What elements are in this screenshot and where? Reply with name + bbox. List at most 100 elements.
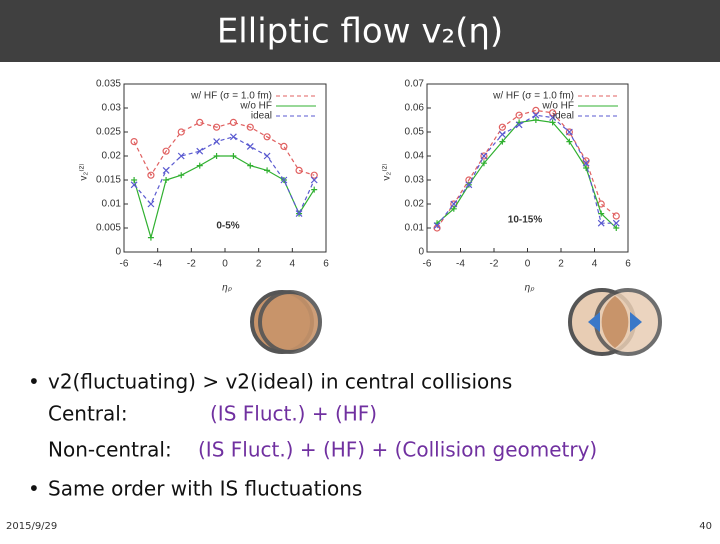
x-tick-label: 6 bbox=[323, 259, 329, 270]
marker bbox=[246, 123, 254, 131]
y-tick-label: 0.035 bbox=[96, 79, 121, 90]
marker bbox=[480, 152, 488, 160]
footer-date: 2015/9/29 bbox=[6, 521, 57, 532]
series-line bbox=[436, 114, 617, 226]
marker bbox=[280, 176, 288, 184]
marker bbox=[480, 160, 487, 167]
arrow bbox=[630, 312, 642, 332]
chart: 0 0.01 0.02 0.03 0.04 0.05 0.06 0.07 -6 -4 -2 0 2 4 6 v… bbox=[382, 79, 632, 294]
marker bbox=[230, 153, 237, 159]
marker bbox=[583, 165, 590, 171]
y-tick-label: 0.03 bbox=[102, 103, 122, 114]
y-tick-label: 0.025 bbox=[96, 127, 121, 138]
bullet-dot: • bbox=[28, 370, 40, 394]
x-tick-label: -4 bbox=[456, 259, 465, 270]
marker bbox=[162, 166, 170, 174]
y-tick-label: 0.005 bbox=[96, 223, 121, 234]
marker bbox=[162, 147, 170, 155]
y-tick-label: 0.01 bbox=[405, 223, 425, 234]
marker bbox=[130, 181, 138, 189]
x-tick-label: -6 bbox=[120, 259, 129, 270]
y-tick-label: 0.02 bbox=[102, 151, 122, 162]
marker bbox=[295, 166, 303, 174]
marker bbox=[130, 138, 138, 146]
bullet-text: v2(fluctuating) > v2(ideal) in central c… bbox=[48, 370, 512, 394]
marker bbox=[213, 138, 221, 146]
title-bar bbox=[0, 0, 720, 62]
marker bbox=[263, 133, 271, 141]
x-axis-label: ηₚ bbox=[222, 283, 233, 294]
slide-title: Elliptic flow v₂(η) bbox=[217, 12, 503, 52]
marker bbox=[295, 210, 303, 218]
marker bbox=[247, 162, 254, 169]
marker bbox=[499, 138, 506, 145]
marker bbox=[515, 121, 523, 129]
diagram-noncentral bbox=[568, 288, 662, 356]
marker bbox=[613, 225, 620, 231]
x-axis-label: ηₚ bbox=[525, 283, 536, 294]
y-tick-label: 0.03 bbox=[405, 175, 425, 186]
bullets: • v2(fluctuating) > v2(ideal) in central… bbox=[28, 370, 597, 501]
marker bbox=[147, 171, 155, 179]
marker bbox=[532, 111, 540, 119]
legend-label: ideal bbox=[553, 111, 574, 122]
y-axis-label: v₂⁽²⁾ bbox=[382, 163, 393, 180]
marker bbox=[549, 119, 556, 126]
y-tick-label: 0 bbox=[418, 247, 424, 258]
marker bbox=[177, 152, 185, 160]
marker bbox=[229, 133, 237, 141]
marker bbox=[597, 219, 605, 227]
legend-label: w/o HF bbox=[239, 101, 272, 112]
bullet-text: Non-central: bbox=[48, 438, 172, 462]
marker bbox=[229, 118, 238, 127]
annotation: 10-15% bbox=[508, 215, 543, 226]
bullet-text: (IS Fluct.) + (HF) + (Collision geometry… bbox=[198, 438, 597, 462]
marker bbox=[147, 234, 154, 241]
y-axis-label: v₂⁽²⁾ bbox=[79, 163, 90, 180]
y-tick-label: 0.02 bbox=[405, 199, 425, 210]
marker bbox=[549, 109, 557, 117]
marker bbox=[147, 200, 155, 208]
marker bbox=[196, 118, 204, 127]
marker bbox=[311, 186, 318, 193]
legend-label: ideal bbox=[251, 111, 272, 122]
y-tick-label: 0 bbox=[115, 247, 121, 258]
marker bbox=[450, 200, 458, 208]
marker bbox=[612, 219, 620, 227]
marker bbox=[480, 152, 488, 160]
x-tick-label: 6 bbox=[625, 259, 631, 270]
marker bbox=[532, 117, 539, 123]
chart: 0 0.005 0.01 0.015 0.02 0.025 0.03 0.035 -6 -4 -2 0… bbox=[79, 79, 330, 294]
marker bbox=[598, 210, 605, 217]
marker bbox=[582, 159, 590, 167]
marker bbox=[310, 176, 318, 184]
marker bbox=[131, 177, 138, 183]
y-tick-label: 0.06 bbox=[405, 103, 425, 114]
x-tick-label: 2 bbox=[558, 259, 564, 270]
marker bbox=[565, 128, 573, 136]
bullet-text: Central: bbox=[48, 402, 128, 426]
marker bbox=[264, 167, 271, 174]
marker bbox=[280, 142, 288, 150]
legend-label: w/ HF (σ = 1.0 fm) bbox=[190, 91, 272, 102]
x-tick-label: 4 bbox=[290, 259, 296, 270]
marker bbox=[246, 142, 254, 150]
marker bbox=[163, 177, 170, 183]
marker bbox=[196, 162, 203, 169]
marker bbox=[310, 171, 318, 179]
marker bbox=[566, 138, 573, 145]
marker bbox=[498, 130, 506, 138]
x-tick-label: 4 bbox=[592, 259, 598, 270]
bullet-dot: • bbox=[28, 477, 40, 501]
y-tick-label: 0.07 bbox=[405, 79, 425, 90]
series-line bbox=[133, 136, 315, 216]
marker bbox=[532, 106, 540, 115]
y-tick-label: 0.05 bbox=[405, 127, 425, 138]
x-tick-label: 2 bbox=[256, 259, 262, 270]
bullet-text: Same order with IS fluctuations bbox=[48, 477, 362, 501]
bullet-text: (IS Fluct.) + (HF) bbox=[210, 402, 377, 426]
y-tick-label: 0.04 bbox=[405, 151, 425, 162]
marker bbox=[263, 152, 271, 160]
